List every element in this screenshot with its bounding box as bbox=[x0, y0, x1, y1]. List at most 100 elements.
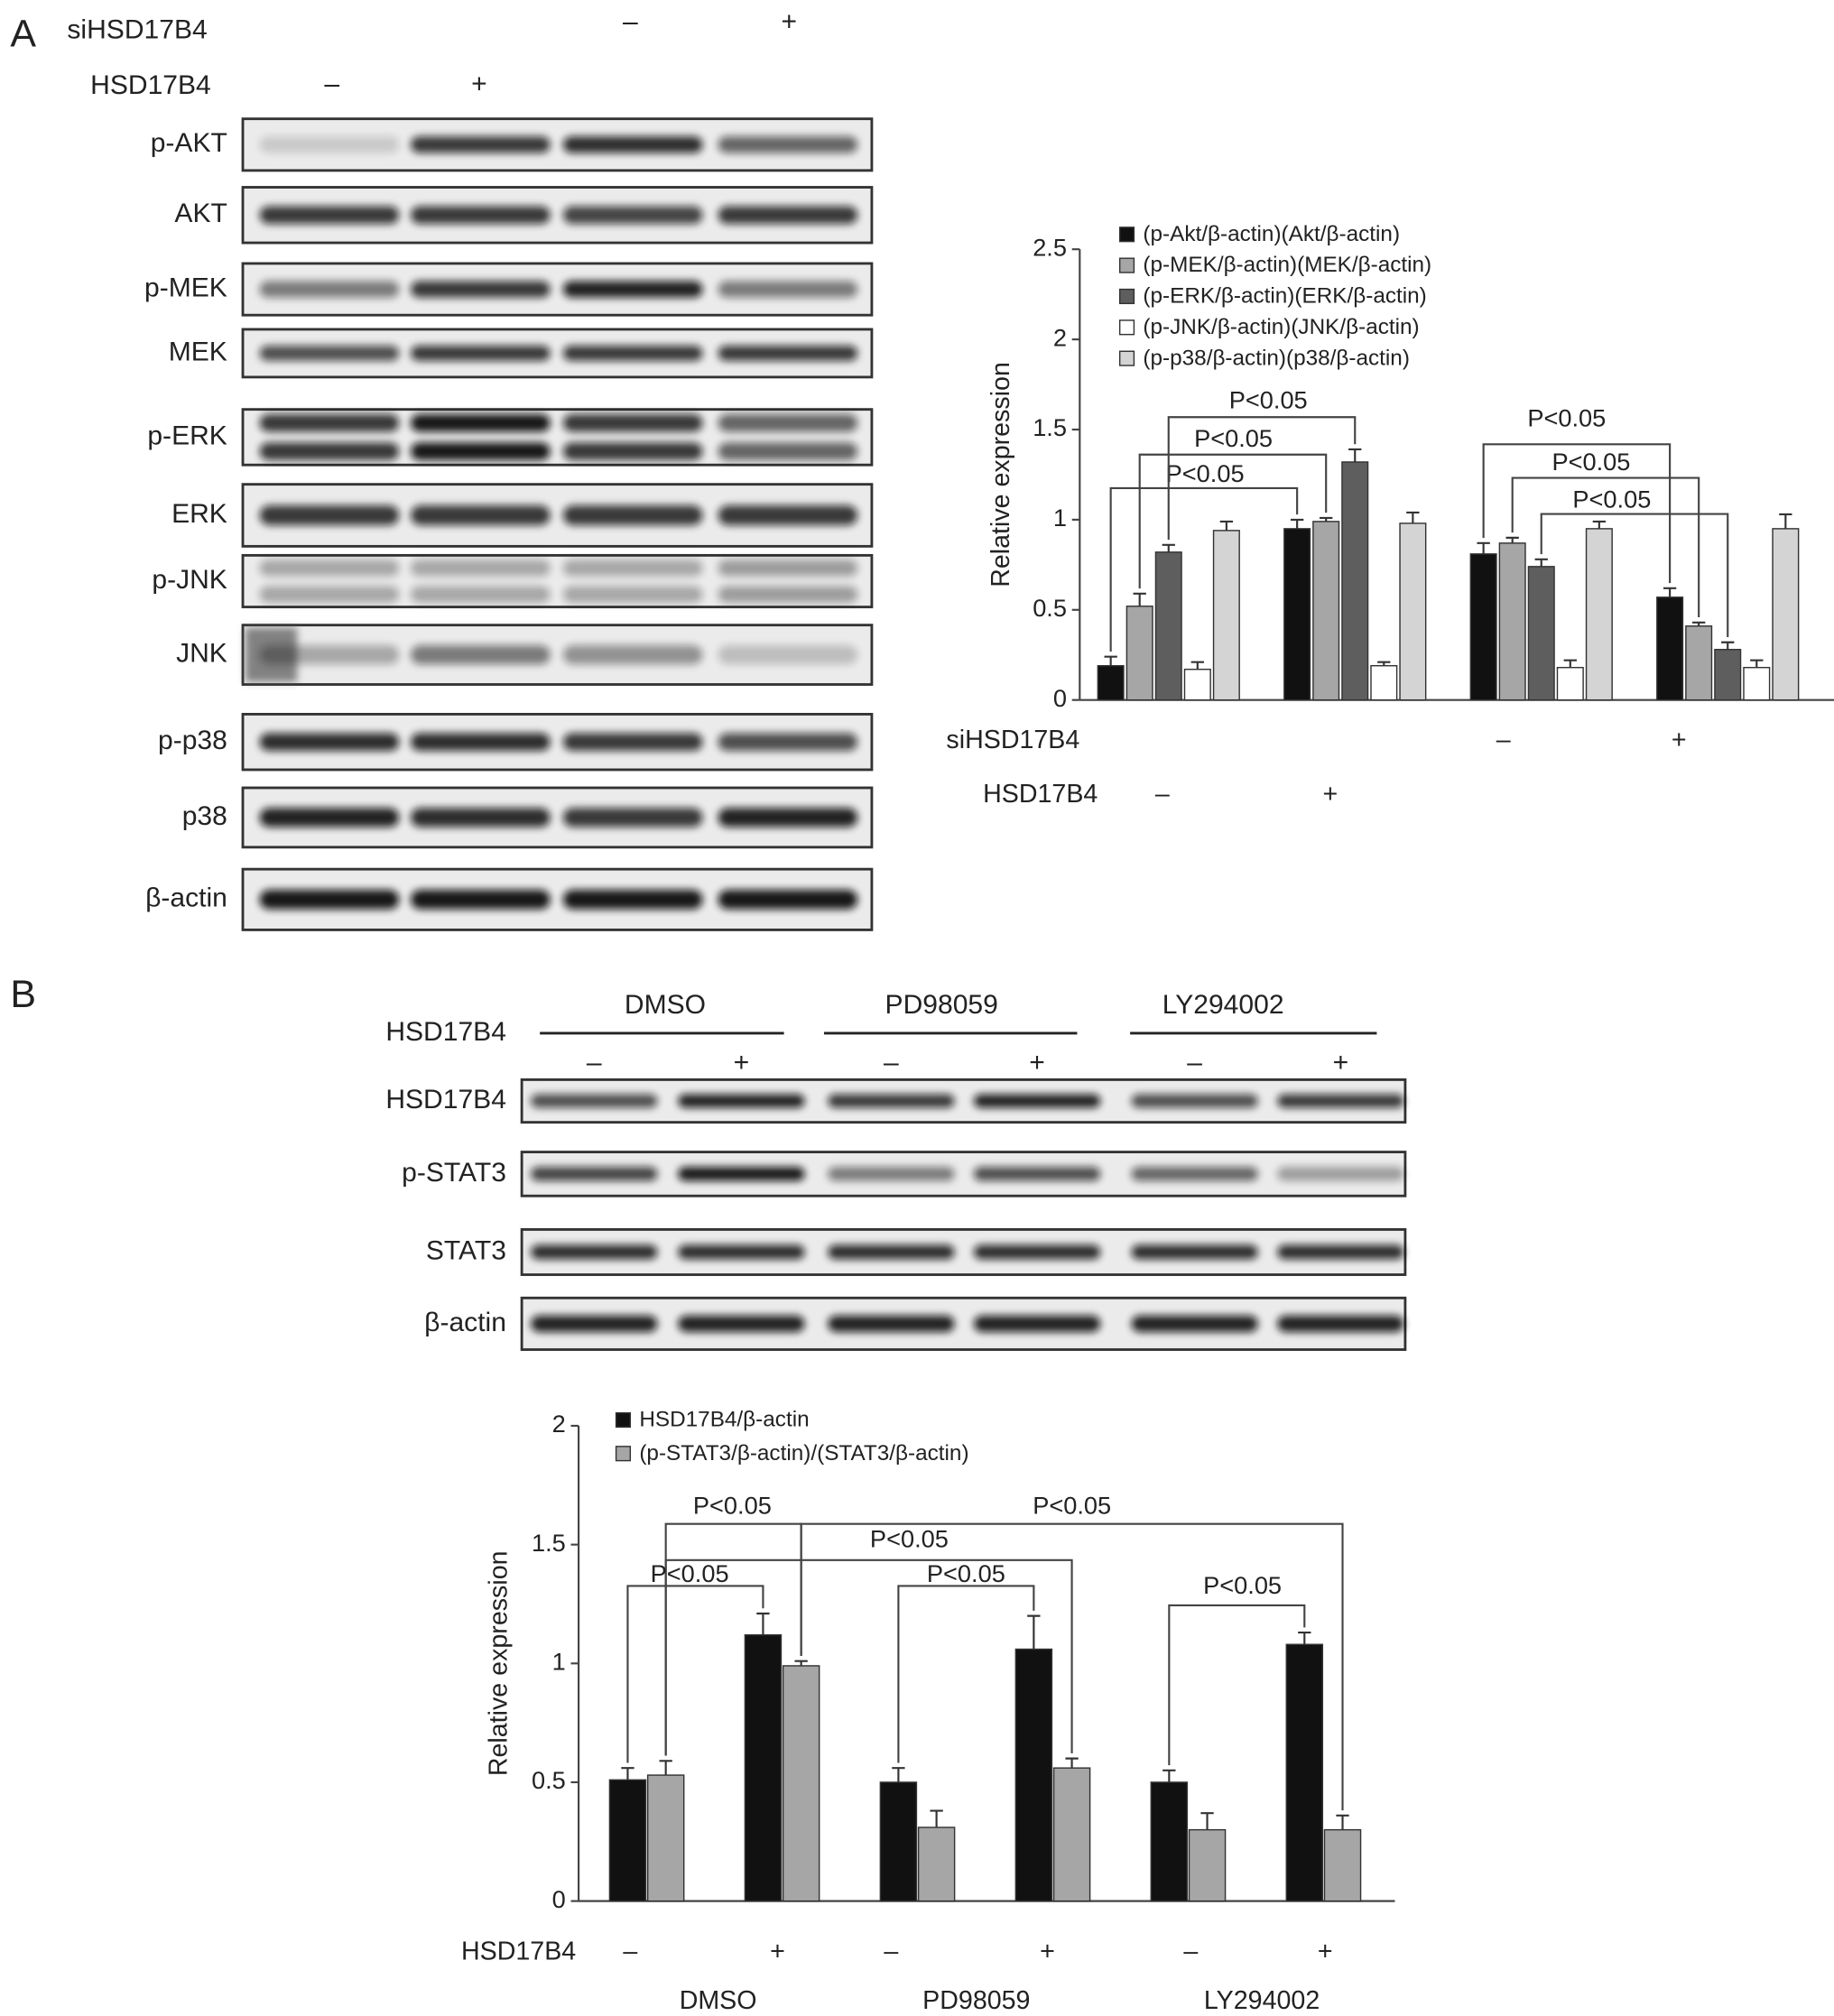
treatment-sign: – bbox=[324, 69, 339, 98]
y-axis-label: Relative expression bbox=[484, 1550, 513, 1776]
blot-band bbox=[718, 586, 858, 603]
y-tick-label: 0 bbox=[552, 1885, 566, 1913]
error-bar bbox=[1477, 541, 1490, 554]
blot-band bbox=[531, 1094, 658, 1108]
group-label: DMSO bbox=[625, 990, 706, 1020]
blot-strip bbox=[241, 624, 874, 686]
treatment-sign: + bbox=[782, 7, 798, 37]
legend-label: (p-Akt/β-actin)(Akt/β-actin) bbox=[1143, 222, 1400, 246]
x-row-sign: + bbox=[1318, 1937, 1333, 1965]
blot-strip bbox=[241, 712, 874, 772]
treatment-sign: + bbox=[471, 69, 487, 98]
bar bbox=[1283, 528, 1311, 701]
group-label: LY294002 bbox=[1162, 990, 1284, 1020]
blot-band bbox=[259, 345, 400, 361]
blot-strip bbox=[520, 1296, 1407, 1351]
blot-band bbox=[1277, 1167, 1404, 1181]
error-bar bbox=[1692, 621, 1706, 626]
x-row-label: siHSD17B4 bbox=[946, 726, 1079, 754]
blot-row-label: p-ERK bbox=[147, 421, 227, 450]
treatment-sign: – bbox=[884, 1048, 899, 1077]
blot-band bbox=[259, 442, 400, 461]
blot-band bbox=[1131, 1244, 1258, 1260]
blot-row-label: β-actin bbox=[145, 883, 227, 913]
bar bbox=[1154, 551, 1182, 701]
blot-band bbox=[1131, 1315, 1258, 1333]
blot-band bbox=[828, 1094, 955, 1108]
bar bbox=[1685, 625, 1713, 701]
blot-row-label: ERK bbox=[171, 499, 227, 529]
blot-row-label: MEK bbox=[169, 337, 227, 366]
blot-band bbox=[411, 413, 551, 432]
error-bar bbox=[1336, 1814, 1349, 1830]
y-tick-label: 0 bbox=[1053, 684, 1067, 712]
error-bar bbox=[1190, 661, 1204, 670]
significance-label: P<0.05 bbox=[693, 1491, 772, 1519]
bar bbox=[1370, 664, 1398, 701]
error-bar bbox=[659, 1760, 672, 1776]
significance-bracket bbox=[1138, 453, 1328, 589]
significance-bracket bbox=[1540, 513, 1729, 638]
bar bbox=[1341, 461, 1369, 701]
treatment-sign: + bbox=[1029, 1048, 1045, 1077]
error-bar bbox=[1200, 1812, 1214, 1830]
group-label: LY294002 bbox=[1204, 1986, 1320, 2015]
legend-swatch bbox=[1118, 350, 1135, 366]
significance-label: P<0.05 bbox=[651, 1559, 729, 1587]
bar bbox=[879, 1781, 918, 1902]
x-row-sign: + bbox=[770, 1937, 785, 1965]
blot-band bbox=[1277, 1094, 1404, 1108]
legend-label: HSD17B4/β-actin bbox=[639, 1408, 809, 1432]
blot-row-label: p-STAT3 bbox=[402, 1158, 506, 1188]
blot-strip bbox=[241, 328, 874, 379]
error-bar bbox=[1377, 661, 1391, 666]
blot-band bbox=[828, 1167, 955, 1181]
bar bbox=[1183, 668, 1211, 701]
y-tick-label: 0.5 bbox=[532, 1766, 566, 1794]
bar bbox=[1285, 1643, 1324, 1902]
panel-label: B bbox=[10, 973, 36, 1016]
blot-row-label: STAT3 bbox=[426, 1235, 506, 1265]
blot-strip bbox=[241, 483, 874, 548]
legend-swatch bbox=[1118, 319, 1135, 336]
group-label: DMSO bbox=[680, 1986, 757, 2015]
blot-band bbox=[259, 559, 400, 577]
y-tick-label: 2 bbox=[552, 1410, 566, 1438]
error-bar bbox=[1721, 641, 1735, 650]
error-bar bbox=[1663, 587, 1677, 597]
blot-band bbox=[259, 505, 400, 526]
bar bbox=[1556, 666, 1584, 701]
blot-band bbox=[259, 733, 400, 752]
blot-band bbox=[259, 413, 400, 432]
blot-strip bbox=[241, 553, 874, 609]
blot-row-label: β-actin bbox=[424, 1308, 506, 1337]
x-row-sign: + bbox=[1672, 726, 1687, 754]
blot-band bbox=[718, 890, 858, 910]
x-row-label: HSD17B4 bbox=[461, 1937, 576, 1965]
significance-bracket bbox=[664, 1558, 1073, 1756]
blot-band bbox=[411, 808, 551, 828]
blot-band bbox=[411, 442, 551, 461]
blot-strip bbox=[520, 1151, 1407, 1198]
blot-band bbox=[259, 890, 400, 910]
x-row-sign: – bbox=[1155, 780, 1170, 809]
bar bbox=[1323, 1828, 1362, 1902]
blot-band bbox=[718, 808, 858, 828]
blot-band bbox=[562, 442, 703, 461]
blot-band bbox=[259, 281, 400, 298]
blot-band bbox=[718, 733, 858, 752]
blot-band bbox=[718, 645, 858, 665]
blot-band bbox=[678, 1244, 805, 1260]
group-label: PD98059 bbox=[885, 990, 998, 1020]
x-row-sign: + bbox=[1040, 1937, 1055, 1965]
error-bar bbox=[1027, 1614, 1041, 1650]
blot-band bbox=[718, 559, 858, 577]
bar bbox=[1097, 664, 1125, 701]
bar bbox=[1585, 528, 1613, 701]
y-tick-label: 0.5 bbox=[1033, 594, 1067, 622]
significance-label: P<0.05 bbox=[1572, 485, 1651, 513]
significance-bracket bbox=[1167, 416, 1357, 541]
blot-band bbox=[718, 345, 858, 361]
significance-bracket bbox=[626, 1585, 764, 1763]
treatment-label: siHSD17B4 bbox=[67, 14, 207, 44]
